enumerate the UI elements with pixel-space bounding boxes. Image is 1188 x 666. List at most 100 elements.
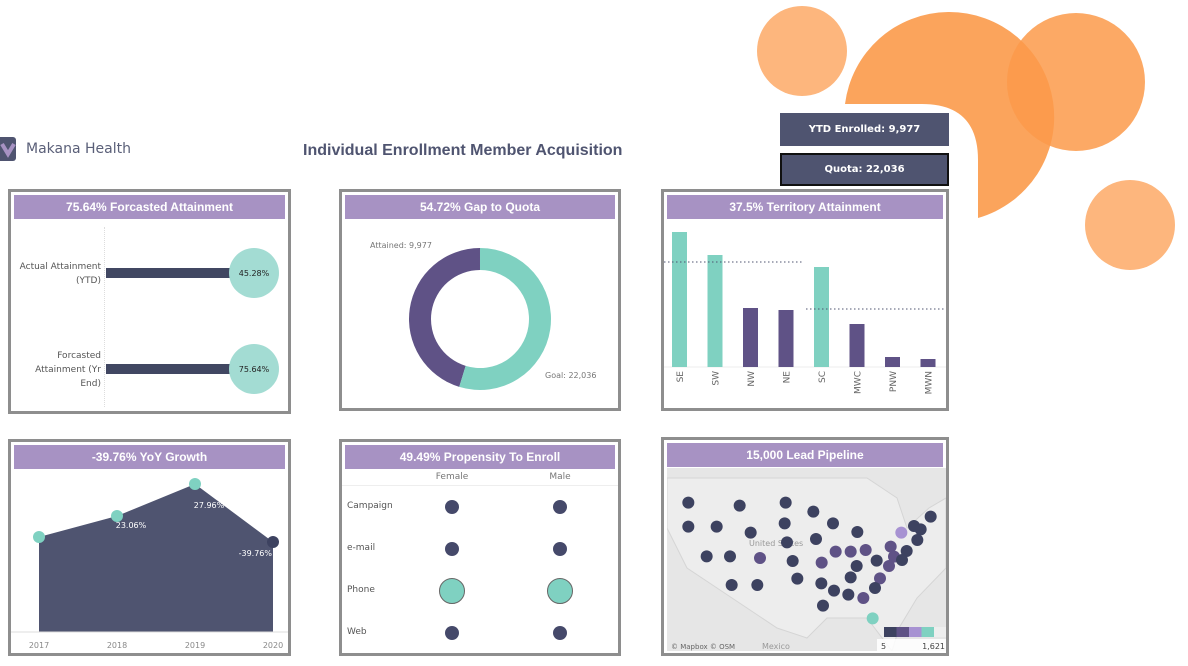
legend-swatch [921,627,934,637]
lead-dot [781,536,793,549]
lead-dot [844,571,857,584]
lead-dot [851,526,864,538]
lead-dot [870,554,883,567]
bar-SC [814,267,829,367]
lead-dot [751,579,764,591]
lead-dot [791,572,804,585]
lead-dot [779,496,792,509]
area-fill [39,484,273,632]
propensity-dot [553,626,567,640]
donut-slice-goal [459,248,551,390]
lead-dot [884,540,897,553]
map-color-legend [884,627,946,637]
propensity-dot [445,500,459,514]
data-label: 27.96% [194,501,225,510]
lead-dot [815,577,828,590]
legend-max: 1,621 [922,642,945,651]
column-header: Male [549,472,571,482]
lead-dot [911,534,924,546]
goal-label: Goal: 22,036 [545,371,596,380]
x-tick: 2018 [107,641,127,650]
attainment-panel: 75.64% Forcasted Attainment Actual Attai… [8,189,291,414]
panel-title: -39.76% YoY Growth [14,445,285,469]
lead-dot [874,572,886,585]
bar-NW [743,308,758,367]
legend-swatch [896,627,909,637]
lead-dot [754,552,766,564]
lead-dot [815,556,828,569]
lead-dot [883,560,895,572]
bar-label: NE [783,371,793,384]
bar-label: SW [712,371,722,386]
decorative-shapes [757,6,1175,270]
attainment-bar [106,268,236,278]
propensity-dot [445,626,459,640]
bar-label: MWC [854,371,864,394]
data-point [111,510,123,522]
growth-area-chart: 2017 23.06% 2018 27.96% 2019 -39.76% 2020 [11,478,288,650]
lead-dot [710,520,723,533]
lead-dot [682,520,695,533]
lead-dot [895,526,908,539]
lead-dot [778,517,791,530]
bar-label: PNW [889,371,899,392]
row-label: Forcasted Attainment (Yr End) [35,351,101,389]
bar-MWN [920,359,936,367]
lead-dot [866,612,879,625]
data-point [189,478,201,490]
panel-title: 75.64% Forcasted Attainment [14,195,285,219]
brand-logo: Makana Health [0,137,131,161]
lead-dot [914,523,927,536]
data-point [33,531,45,543]
attainment-bar [106,364,236,374]
bar-label: NW [747,371,757,387]
lead-dot [850,560,863,572]
propensity-dot [553,500,567,514]
map-credit: © Mapbox © OSM [671,643,735,651]
data-label: -39.76% [239,549,273,558]
map-country-label: United States [749,539,803,548]
lead-dot [829,545,842,558]
lead-dot [842,588,855,601]
propensity-dot [553,542,567,556]
lead-dot [744,526,757,539]
lead-dot [869,582,881,594]
lead-map[interactable]: United States Mexico © Mapbox © OSM 5 1,… [667,468,946,651]
quota-kpi: Quota: 22,036 [780,153,949,186]
bar-label: SC [818,371,828,383]
column-header: Female [435,472,469,482]
territory-bar-chart: SE SW NW NE SC MWC PNW MWN [664,232,946,394]
makana-logo-icon [0,137,16,161]
lead-dot [724,550,736,563]
lead-dot [859,544,872,556]
bar-SE [672,232,687,367]
x-tick: 2017 [29,641,49,650]
lead-dot [817,599,829,612]
lead-dot [786,555,799,567]
lead-dot [828,584,840,597]
propensity-dot [439,578,465,604]
data-point [267,536,279,548]
attainment-value-bubble: 75.64% [229,344,279,394]
ytd-enrolled-kpi: YTD Enrolled: 9,977 [780,113,949,146]
panel-title: 49.49% Propensity To Enroll [345,445,615,469]
row-label: e-mail [347,543,376,553]
gap-panel: 54.72% Gap to Quota Attained: 9,977 Goal… [339,189,621,411]
lead-dot [896,554,908,566]
bar-SW [707,255,723,367]
donut-chart: Attained: 9,977 Goal: 22,036 [370,241,596,390]
bar-MWC [849,324,865,367]
bar-PNW [885,357,900,367]
legend-swatch [934,627,946,637]
lead-dot [733,499,746,512]
pipeline-panel: 15,000 Lead Pipeline United States Mexic… [661,437,949,656]
lead-dot [700,550,713,563]
attained-label: Attained: 9,977 [370,241,432,250]
x-tick: 2020 [263,641,283,650]
lead-dot [725,579,738,591]
propensity-dot [445,542,459,556]
territory-panel: 37.5% Territory Attainment SE SW NW NE SC MWC… [661,189,949,411]
propensity-dot [547,578,573,604]
lead-dot [682,496,695,509]
lead-dot [807,505,820,518]
